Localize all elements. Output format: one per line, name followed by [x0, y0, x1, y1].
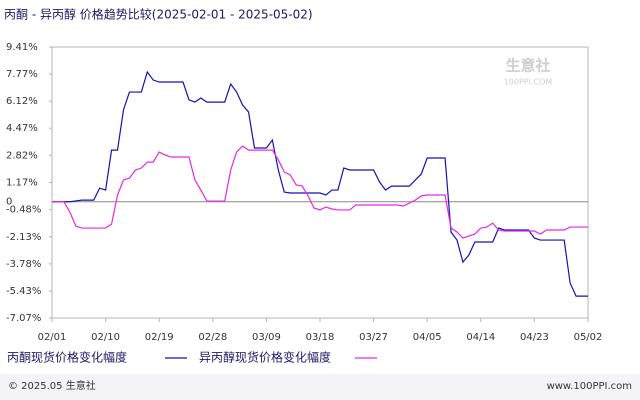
y-tick-label: 9.41% [6, 42, 38, 53]
y-tick-label: 7.77% [6, 69, 38, 80]
y-tick-label: 4.47% [6, 123, 38, 134]
footer-left: © 2025.05 生意社 [8, 379, 96, 392]
series-line [52, 145, 588, 239]
legend-label: 丙酮现货价格变化幅度 [7, 350, 127, 365]
y-tick-label: -3.78% [6, 259, 41, 270]
x-tick-label: 02/19 [145, 332, 174, 343]
x-tick-label: 03/18 [306, 332, 335, 343]
y-tick-label: -7.07% [6, 313, 41, 324]
x-tick-label: 05/02 [574, 332, 603, 343]
x-tick-label: 03/27 [359, 332, 388, 343]
legend-label: 异丙醇现货价格变化幅度 [199, 350, 331, 365]
x-tick-label: 04/05 [413, 332, 442, 343]
x-tick-label: 02/01 [38, 332, 67, 343]
y-tick-label: 6.12% [6, 96, 38, 107]
x-tick-label: 02/10 [91, 332, 120, 343]
y-tick-label: -2.13% [6, 232, 41, 243]
footer-right: www.100PPI.com [547, 381, 632, 392]
x-tick-label: 03/09 [252, 332, 281, 343]
x-tick-label: 02/28 [198, 332, 227, 343]
y-tick-label: -0.48% [6, 205, 41, 216]
x-tick-label: 04/14 [466, 332, 495, 343]
y-tick-label: 0 [6, 197, 12, 208]
watermark: 100PPI.COM [504, 78, 553, 87]
y-tick-label: -5.43% [6, 286, 41, 297]
series-line [52, 70, 588, 297]
footer-bar [0, 374, 640, 400]
y-tick-label: 1.17% [6, 178, 38, 189]
x-tick-label: 04/23 [520, 332, 549, 343]
watermark: 生意社 [505, 57, 550, 75]
y-tick-label: 2.82% [6, 150, 38, 161]
chart-title: 丙酮 - 异丙醇 价格趋势比较(2025-02-01 - 2025-05-02) [4, 7, 313, 22]
